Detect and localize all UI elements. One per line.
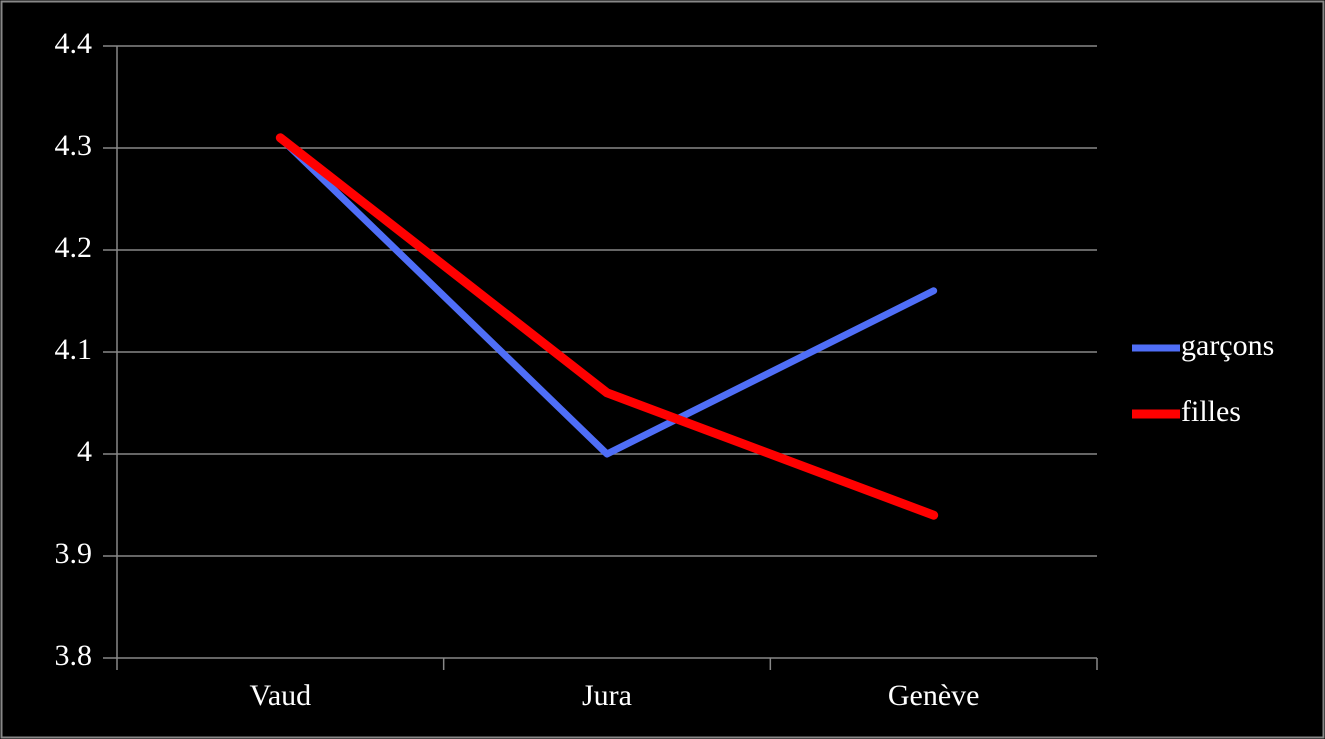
y-tick-label: 4 — [77, 435, 92, 468]
y-tick-label: 3.8 — [55, 639, 93, 672]
x-tick-label: Vaud — [250, 679, 312, 712]
legend-label: filles — [1181, 395, 1241, 428]
series-line — [276, 134, 938, 458]
y-tick-label: 4.1 — [55, 333, 93, 366]
y-tick-label: 3.9 — [55, 537, 93, 570]
y-tick-label: 4.3 — [55, 129, 93, 162]
y-tick-label: 4.2 — [55, 231, 93, 264]
series-line — [275, 133, 939, 520]
x-tick-label: Jura — [582, 679, 632, 712]
y-tick-label: 4.4 — [55, 27, 93, 60]
legend-label: garçons — [1181, 329, 1274, 362]
x-tick-label: Genève — [888, 679, 980, 712]
